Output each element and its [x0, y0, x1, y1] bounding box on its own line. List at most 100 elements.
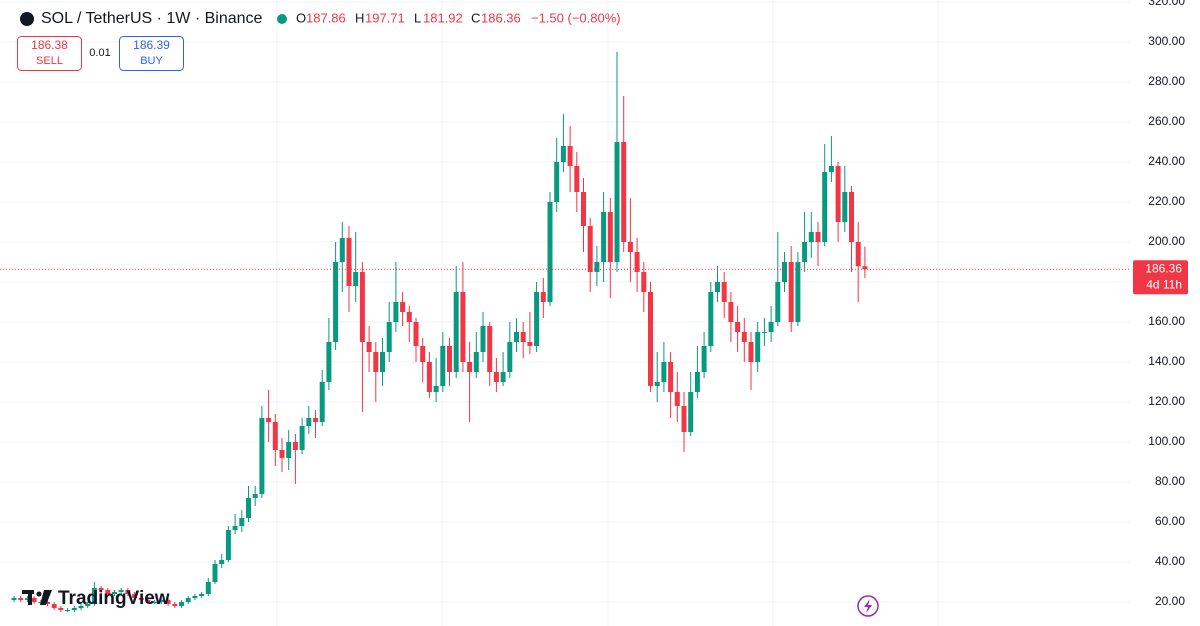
candle-body: [333, 262, 339, 342]
candle-body: [339, 238, 345, 262]
candle-body: [674, 392, 680, 406]
logo-mark: [36, 591, 42, 597]
candle-body: [487, 326, 493, 372]
candle-body: [574, 166, 580, 192]
ohlc-l-key: L: [414, 10, 421, 25]
candle-body: [668, 362, 674, 392]
y-tick-label: 140.00: [1148, 354, 1185, 368]
candle-body: [681, 406, 687, 432]
candle-body: [755, 332, 761, 362]
candle-body: [560, 146, 566, 162]
candle-body: [654, 382, 660, 386]
candle-body: [138, 598, 144, 600]
candle-body: [715, 282, 720, 292]
candle-body: [822, 172, 828, 242]
candle-body: [239, 518, 245, 526]
logo-mark: [40, 590, 52, 605]
sell-button[interactable]: [17, 36, 82, 71]
ohlc-h-key: H: [355, 10, 364, 25]
candle-body: [849, 192, 854, 242]
candle-body: [601, 212, 607, 262]
y-tick-label: 240.00: [1148, 154, 1185, 168]
candle-body: [272, 422, 278, 450]
buy-label: BUY: [140, 55, 163, 67]
candle-body: [145, 600, 151, 602]
candle-body: [165, 600, 171, 604]
candle-body: [547, 202, 553, 302]
candle-body: [567, 146, 573, 166]
candle-body: [393, 302, 399, 322]
candle-body: [212, 564, 218, 582]
ohlc-o: 187.86: [306, 10, 346, 25]
y-tick-label: 220.00: [1148, 194, 1185, 208]
candle-body: [252, 494, 258, 498]
candle-body: [172, 604, 178, 606]
candle-body: [688, 392, 694, 432]
candle-body: [621, 142, 627, 242]
ohlc-o-key: O: [296, 10, 306, 25]
candle-body: [520, 332, 526, 342]
candle-body: [179, 602, 184, 606]
candle-body: [741, 332, 747, 342]
candle-body: [467, 362, 473, 372]
sell-price: 186.38: [31, 38, 68, 52]
candle-body: [701, 346, 707, 372]
candle-body: [313, 418, 318, 422]
ohlc-c-key: C: [471, 10, 480, 25]
symbol-icon: [20, 12, 34, 26]
candle-body: [728, 302, 734, 322]
candle-body: [299, 426, 305, 450]
buy-button[interactable]: [119, 36, 184, 71]
candle-body: [540, 292, 546, 302]
candle-body: [306, 418, 312, 426]
candle-body: [842, 192, 848, 222]
candle-body: [380, 352, 385, 372]
candle-body: [125, 590, 131, 594]
y-tick-label: 160.00: [1148, 314, 1185, 328]
candle-body: [158, 600, 164, 602]
logo-mark: [28, 590, 32, 605]
candle-body: [91, 588, 97, 604]
y-tick-label: 300.00: [1148, 34, 1185, 48]
grid: [0, 0, 1130, 626]
candle-body: [319, 382, 325, 422]
candle-body: [581, 192, 586, 226]
candle-body: [782, 262, 787, 282]
candle-body: [45, 602, 50, 604]
candle-body: [51, 604, 57, 608]
candle-body: [627, 242, 633, 252]
candle-body: [420, 346, 426, 362]
candle-body: [507, 342, 513, 372]
candle-body: [607, 212, 613, 262]
candle-body: [359, 272, 365, 342]
candle-body: [205, 582, 211, 594]
candle-body: [112, 592, 117, 594]
last-price-label: 186.36: [1145, 261, 1182, 275]
candle-body: [279, 450, 285, 458]
candle-body: [85, 604, 91, 606]
y-axis: 20.00 40.00 60.00 80.00 100.00 120.00 140.00 16…: [1133, 0, 1188, 608]
candle-body: [775, 282, 781, 322]
ohlc-h: 197.71: [365, 10, 405, 25]
candle-body: [78, 606, 84, 608]
y-tick-label: 120.00: [1148, 394, 1185, 408]
candle-body: [527, 342, 533, 346]
candle-body: [219, 560, 225, 564]
candle-body: [353, 272, 359, 286]
candle-body: [98, 588, 104, 590]
lightning-icon: [864, 599, 872, 613]
candle-body: [795, 262, 801, 322]
candle-body: [768, 322, 774, 332]
candle-body: [232, 526, 238, 530]
candle-body: [65, 610, 71, 611]
candle-body: [661, 362, 667, 382]
y-tick-label: 40.00: [1155, 554, 1185, 568]
status-dot: [277, 14, 287, 24]
ohlc-c: 186.36: [481, 10, 521, 25]
candle-body: [594, 262, 600, 272]
candle-body: [808, 232, 814, 242]
y-tick-label: 260.00: [1148, 114, 1185, 128]
candle-body: [373, 352, 379, 372]
y-tick-label: 280.00: [1148, 74, 1185, 88]
